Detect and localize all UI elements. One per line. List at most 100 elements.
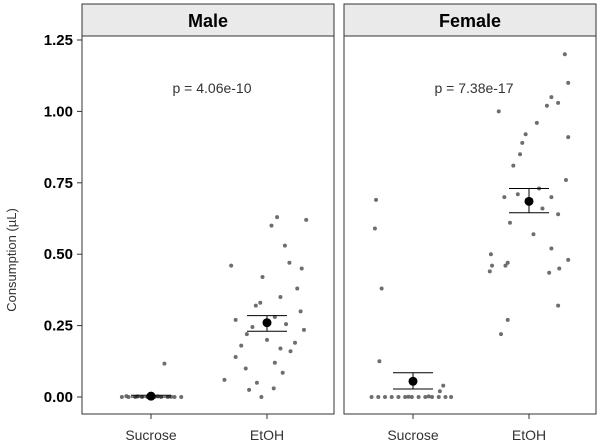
data-point bbox=[531, 232, 536, 237]
data-point bbox=[449, 395, 454, 399]
data-point bbox=[443, 395, 448, 399]
data-point bbox=[244, 332, 249, 337]
data-point bbox=[293, 340, 297, 345]
data-point bbox=[124, 394, 129, 399]
data-point bbox=[377, 359, 382, 364]
data-point bbox=[503, 263, 508, 268]
data-point bbox=[556, 303, 561, 308]
data-point bbox=[566, 80, 571, 85]
data-point bbox=[374, 197, 379, 202]
data-point bbox=[426, 394, 431, 399]
data-point bbox=[172, 395, 177, 399]
data-point bbox=[298, 309, 303, 314]
data-point bbox=[423, 395, 428, 399]
data-point bbox=[265, 337, 269, 342]
facet-female-title: Female bbox=[439, 11, 501, 31]
data-point bbox=[403, 395, 408, 399]
data-point bbox=[284, 322, 289, 327]
data-point bbox=[557, 266, 562, 271]
data-point bbox=[499, 332, 503, 337]
data-point bbox=[250, 325, 255, 330]
data-point bbox=[544, 103, 549, 108]
data-point bbox=[280, 370, 285, 375]
data-point bbox=[239, 343, 244, 348]
mean-point bbox=[524, 196, 534, 206]
y-axis-label: Consumption (µL) bbox=[4, 208, 19, 312]
data-point bbox=[523, 132, 528, 137]
data-point bbox=[549, 246, 554, 251]
data-point bbox=[369, 395, 374, 399]
data-point bbox=[119, 395, 124, 399]
data-point bbox=[490, 263, 495, 268]
data-point bbox=[518, 152, 523, 157]
y-tick-label: 1.00 bbox=[44, 103, 73, 120]
data-point bbox=[566, 257, 571, 262]
y-tick-label: 0.00 bbox=[44, 389, 73, 406]
data-point bbox=[502, 195, 507, 200]
data-point bbox=[372, 226, 377, 231]
data-point bbox=[507, 220, 512, 225]
data-point bbox=[243, 366, 248, 371]
data-point bbox=[511, 163, 516, 168]
data-point bbox=[437, 389, 442, 394]
data-point bbox=[179, 395, 184, 399]
data-point bbox=[222, 377, 227, 382]
data-point bbox=[282, 243, 287, 248]
data-point bbox=[556, 212, 561, 217]
facet-female-marks bbox=[369, 52, 571, 399]
data-point bbox=[287, 260, 292, 265]
data-point bbox=[547, 270, 552, 275]
y-tick-label: 0.25 bbox=[44, 318, 73, 335]
data-point bbox=[229, 263, 234, 268]
data-point bbox=[430, 395, 435, 399]
data-point bbox=[275, 215, 280, 220]
data-point bbox=[520, 140, 525, 145]
data-point bbox=[376, 395, 381, 399]
facet-female-panel bbox=[343, 35, 597, 415]
data-point bbox=[278, 346, 283, 351]
data-point bbox=[406, 394, 411, 399]
data-point bbox=[258, 300, 263, 305]
data-point bbox=[540, 206, 545, 211]
data-point bbox=[396, 395, 401, 399]
data-point bbox=[556, 100, 561, 105]
mean-point bbox=[262, 318, 272, 328]
data-point bbox=[272, 360, 277, 365]
mean-point bbox=[146, 391, 156, 401]
x-tick-female-sucrose: Sucrose bbox=[387, 427, 439, 443]
data-point bbox=[233, 317, 238, 322]
data-point bbox=[259, 395, 264, 399]
data-point bbox=[383, 395, 387, 399]
data-point bbox=[271, 386, 276, 391]
data-point bbox=[288, 349, 293, 354]
data-point bbox=[496, 109, 501, 114]
data-point bbox=[441, 383, 446, 388]
y-axis: 0.00 0.25 0.50 0.75 1.00 1.25 bbox=[44, 32, 82, 406]
data-point bbox=[549, 95, 554, 100]
x-tick-male-etoh: EtOH bbox=[250, 427, 284, 443]
data-point bbox=[260, 275, 265, 280]
data-point bbox=[436, 395, 441, 399]
data-point bbox=[295, 286, 300, 291]
data-point bbox=[562, 52, 567, 57]
facet-male-title: Male bbox=[188, 11, 228, 31]
data-point bbox=[416, 395, 421, 399]
data-point bbox=[515, 192, 520, 197]
facet-male-strip bbox=[81, 3, 335, 37]
data-point bbox=[389, 395, 394, 399]
mean-point bbox=[408, 376, 418, 386]
y-tick-label: 0.75 bbox=[44, 175, 73, 192]
data-point bbox=[534, 120, 539, 125]
data-point bbox=[563, 177, 568, 182]
data-point bbox=[549, 195, 554, 200]
data-point bbox=[253, 303, 258, 308]
y-tick-label: 1.25 bbox=[44, 32, 73, 49]
data-point bbox=[488, 252, 493, 257]
data-point bbox=[254, 380, 259, 385]
x-tick-female-etoh: EtOH bbox=[512, 427, 546, 443]
y-tick-label: 0.50 bbox=[44, 246, 73, 263]
data-point bbox=[566, 135, 571, 140]
data-point bbox=[487, 269, 492, 274]
data-point bbox=[505, 260, 510, 265]
